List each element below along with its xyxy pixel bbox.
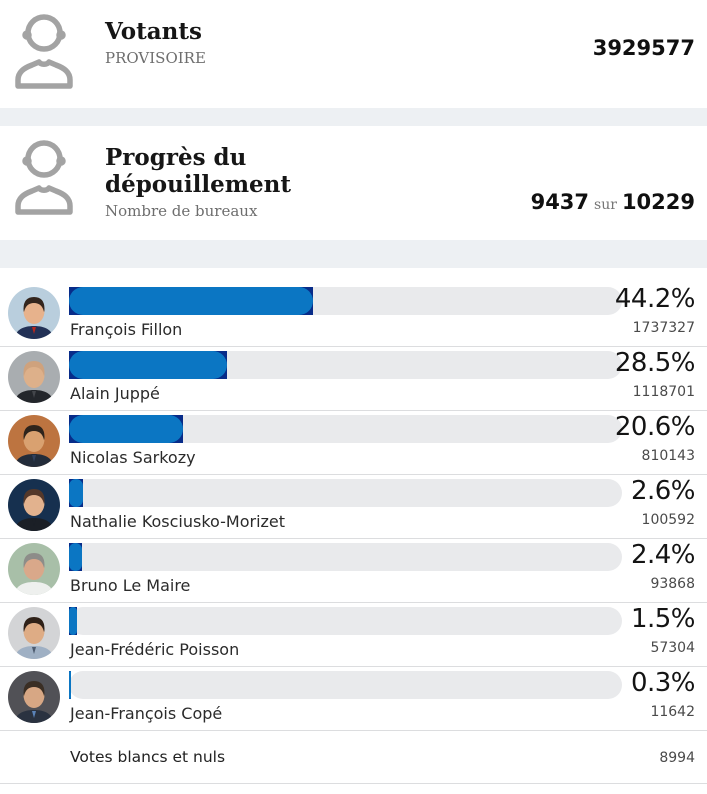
candidate-votes: 100592 [641, 512, 695, 528]
avatar-illustration [8, 415, 60, 467]
avatar-illustration [8, 607, 60, 659]
bureaux-sur-label: sur [594, 197, 617, 213]
result-bar [69, 543, 83, 571]
candidate-votes: 1118701 [632, 384, 695, 400]
candidate-photo [8, 415, 60, 467]
candidate-name: Nathalie Kosciusko-Morizet [70, 512, 286, 531]
blank-votes-count: 8994 [659, 750, 695, 766]
stat-votants-title: Votants [105, 18, 202, 45]
candidate-photo [8, 607, 60, 659]
results-list: François Fillon 44.2% 1737327 Alain Jupp… [0, 283, 707, 731]
candidate-row: Jean-Frédéric Poisson 1.5% 57304 [0, 603, 707, 667]
stat-votants: Votants PROVISOIRE 3929577 [0, 0, 707, 108]
candidate-percentage: 2.4% [630, 540, 696, 570]
result-bar-fill [69, 351, 227, 379]
candidate-row: François Fillon 44.2% 1737327 [0, 283, 707, 347]
stat-depouillement: Progrès du dépouillement Nombre de burea… [0, 126, 707, 240]
result-bar-fill [69, 543, 83, 571]
candidate-votes: 57304 [650, 640, 695, 656]
result-bar [69, 671, 71, 699]
candidate-photo [8, 287, 60, 339]
bureaux-done-count: 9437 [530, 190, 590, 214]
candidate-row: Alain Juppé 28.5% 1118701 [0, 347, 707, 411]
candidate-row: Nathalie Kosciusko-Morizet 2.6% 100592 [0, 475, 707, 539]
section-divider-band [0, 108, 707, 126]
candidate-name: Nicolas Sarkozy [70, 448, 196, 467]
result-bar [69, 287, 314, 315]
bureaux-total-count: 10229 [621, 190, 695, 214]
blank-votes-label: Votes blancs et nuls [70, 748, 226, 766]
stat-depouillement-subtitle: Nombre de bureaux [105, 202, 258, 221]
result-bar [69, 607, 78, 635]
candidate-row: Bruno Le Maire 2.4% 93868 [0, 539, 707, 603]
candidate-votes: 11642 [650, 704, 695, 720]
candidate-photo [8, 671, 60, 723]
votants-count: 3929577 [592, 36, 695, 60]
avatar-illustration [8, 543, 60, 595]
bureaux-progress: 9437 sur 10229 [531, 132, 695, 214]
section-divider-band [0, 240, 707, 268]
candidate-percentage: 2.6% [630, 476, 696, 506]
avatar-illustration [8, 671, 60, 723]
result-bar-fill [69, 287, 314, 315]
candidate-votes: 1737327 [632, 320, 695, 336]
stat-votants-text: Votants PROVISOIRE [105, 6, 593, 67]
result-bar-track [69, 479, 622, 507]
result-bar-fill [69, 479, 84, 507]
candidate-name: Bruno Le Maire [70, 576, 191, 595]
candidate-name: Alain Juppé [70, 384, 160, 403]
candidate-photo [8, 479, 60, 531]
result-bar-track [69, 351, 622, 379]
result-bar-track [69, 671, 622, 699]
candidate-votes: 810143 [641, 448, 695, 464]
candidate-photo [8, 543, 60, 595]
stat-depouillement-text: Progrès du dépouillement Nombre de burea… [105, 132, 531, 220]
candidate-percentage: 28.5% [614, 348, 696, 378]
candidate-row: Nicolas Sarkozy 20.6% 810143 [0, 411, 707, 475]
result-bar-track [69, 415, 622, 443]
candidate-name: Jean-François Copé [70, 704, 223, 723]
result-bar-track [69, 287, 622, 315]
person-icon [10, 8, 78, 94]
avatar-illustration [8, 287, 60, 339]
result-bar-fill [69, 415, 183, 443]
candidate-percentage: 44.2% [614, 284, 696, 314]
candidate-name: François Fillon [70, 320, 183, 339]
result-bar [69, 479, 84, 507]
avatar-illustration [8, 479, 60, 531]
person-icon [10, 134, 78, 220]
avatar-illustration [8, 351, 60, 403]
candidate-row: Jean-François Copé 0.3% 11642 [0, 667, 707, 731]
stat-depouillement-title: Progrès du dépouillement [105, 144, 292, 199]
candidate-photo [8, 351, 60, 403]
result-bar-fill [69, 607, 78, 635]
result-bar-track [69, 543, 622, 571]
candidate-name: Jean-Frédéric Poisson [70, 640, 240, 659]
result-bar-track [69, 607, 622, 635]
result-bar [69, 415, 183, 443]
blank-votes-row: Votes blancs et nuls 8994 [0, 731, 707, 784]
candidate-votes: 93868 [650, 576, 695, 592]
result-bar [69, 351, 227, 379]
candidate-percentage: 20.6% [614, 412, 696, 442]
candidate-percentage: 1.5% [630, 604, 696, 634]
result-bar-fill [69, 671, 71, 699]
candidate-percentage: 0.3% [630, 668, 696, 698]
stat-votants-subtitle: PROVISOIRE [105, 49, 206, 68]
